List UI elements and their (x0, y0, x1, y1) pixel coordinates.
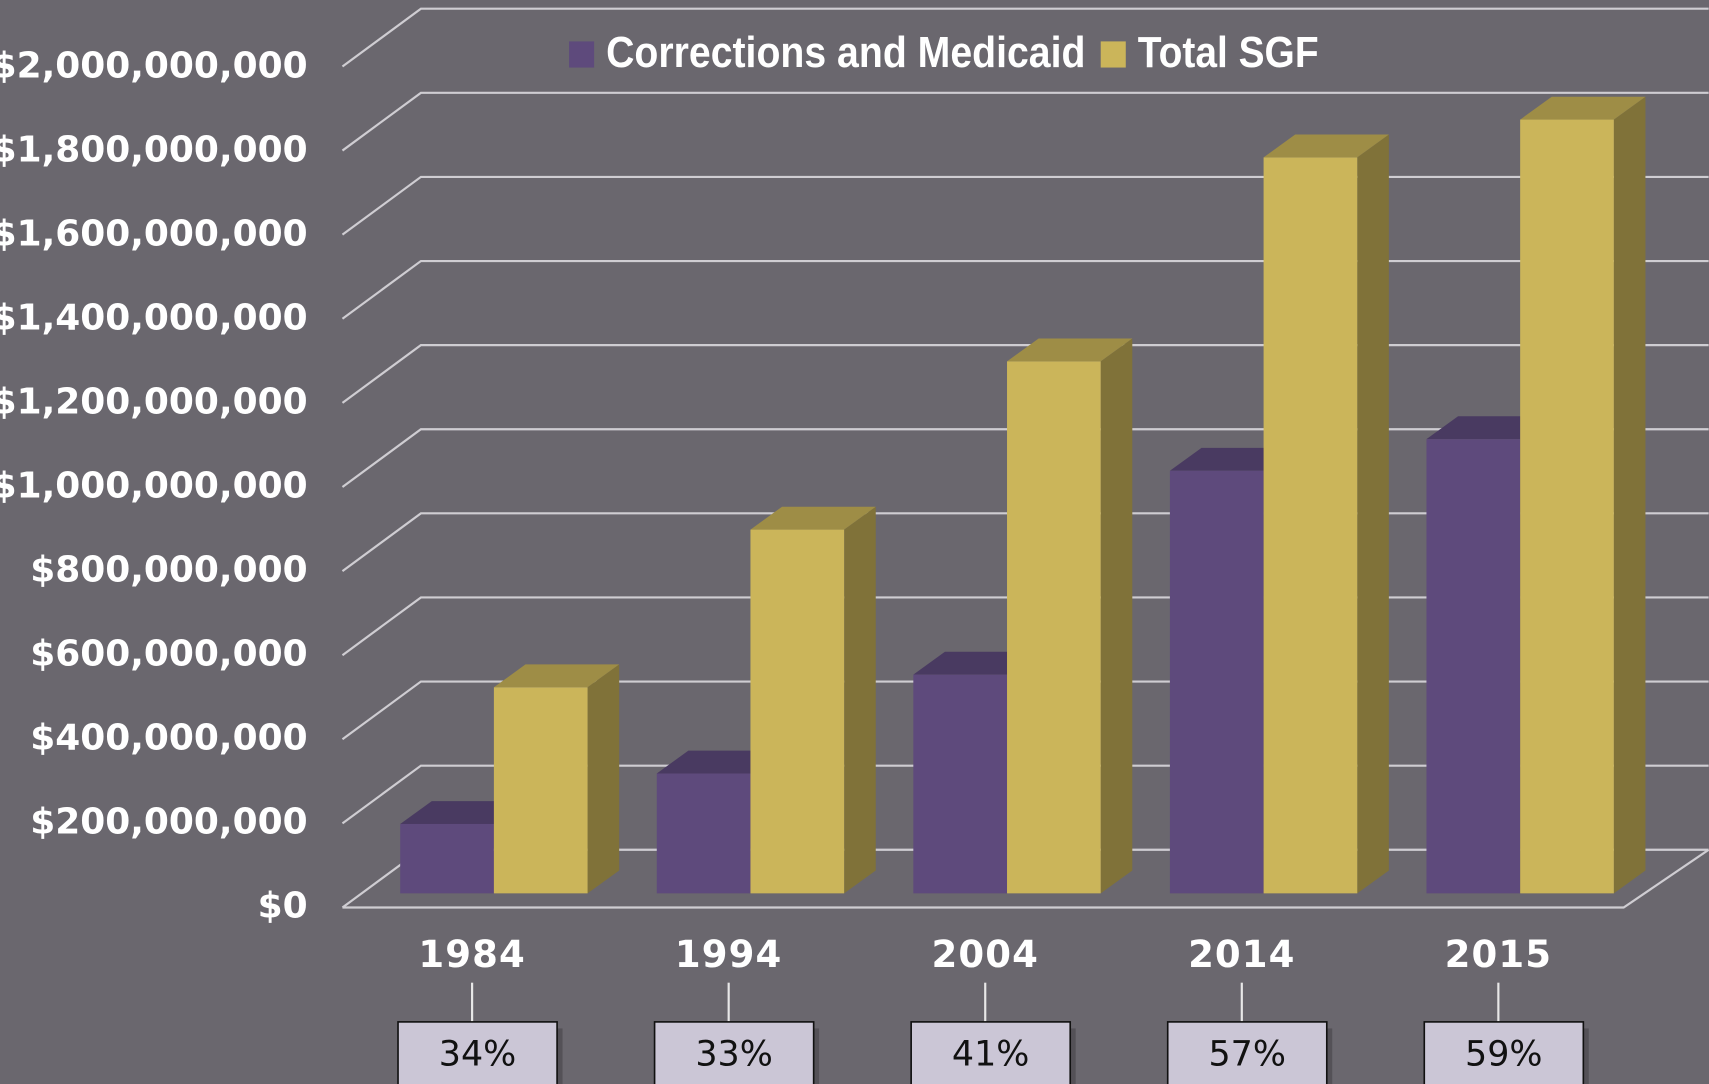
y-tick-label: $2,000,000,000 (0, 46, 308, 87)
bar-front (750, 529, 845, 894)
bar (1520, 96, 1646, 894)
bar-front (1520, 119, 1614, 894)
callout-box (653, 1021, 815, 1084)
y-tick-label: $600,000,000 (30, 634, 307, 675)
bar-top (750, 506, 876, 530)
bar-front (1169, 470, 1264, 894)
grid-line (341, 7, 1709, 68)
bar-top (493, 664, 620, 688)
x-tick-label: 2004 (932, 933, 1039, 976)
bar-side (1357, 134, 1389, 894)
bar (750, 506, 876, 894)
y-tick-label: $800,000,000 (30, 550, 307, 591)
bar-side (844, 506, 876, 894)
x-tick-label: 2015 (1445, 933, 1552, 976)
y-tick-label: $1,000,000,000 (0, 466, 308, 507)
bar-front (400, 823, 494, 894)
callout-label: 34% (439, 1035, 516, 1075)
callout-label: 33% (695, 1035, 772, 1075)
grid-line (341, 259, 1709, 320)
legend-swatch (569, 41, 595, 68)
legend-swatch (1100, 41, 1126, 68)
floor-edge (342, 848, 1709, 909)
callout-box (1166, 1021, 1328, 1084)
bar-front (1007, 361, 1101, 894)
bar-side (587, 664, 620, 894)
callout-label: 59% (1465, 1035, 1542, 1075)
bar (1263, 134, 1389, 894)
callout-box (910, 1021, 1072, 1084)
bar-top (1520, 96, 1646, 120)
callout-box (397, 1021, 558, 1084)
x-tick-label: 1984 (418, 933, 525, 976)
bar-front (913, 674, 1008, 894)
grid-line (341, 175, 1709, 236)
bar-front (493, 687, 588, 894)
bar (1007, 338, 1133, 894)
callout-box (1423, 1021, 1585, 1084)
bar (493, 664, 620, 894)
y-tick-label: $1,800,000,000 (0, 130, 308, 171)
y-tick-label: $0 (258, 886, 308, 927)
y-tick-label: $1,400,000,000 (0, 298, 308, 339)
callout-label: 41% (952, 1035, 1029, 1075)
bar-side (1100, 338, 1133, 894)
y-tick-label: $1,200,000,000 (0, 382, 308, 423)
y-tick-label: $200,000,000 (30, 802, 307, 843)
y-tick-label: $1,600,000,000 (0, 214, 308, 255)
bar-front (1263, 157, 1358, 894)
bar-front (1426, 439, 1521, 894)
x-tick-label: 1994 (675, 933, 782, 976)
grid-line (341, 91, 1709, 152)
x-tick-label: 2014 (1188, 933, 1295, 976)
legend-label: Corrections and Medicaid (606, 29, 1085, 77)
bar-front (656, 773, 751, 894)
bar-top (1263, 134, 1389, 158)
callout-label: 57% (1209, 1035, 1286, 1075)
y-tick-label: $400,000,000 (30, 718, 307, 759)
bar-side (1613, 96, 1646, 894)
legend-label: Total SGF (1138, 29, 1319, 77)
bar-top (1007, 338, 1133, 362)
